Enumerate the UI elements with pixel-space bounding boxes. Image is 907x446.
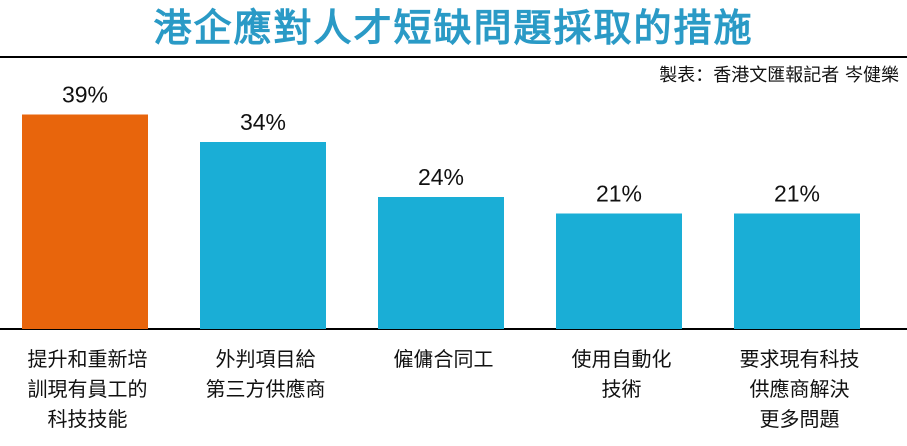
credit-line: 製表：香港文匯報記者 岑健樂 [659, 65, 899, 86]
category-label: 使用自動化 技術 [571, 347, 672, 401]
category-label: 僱傭合同工 [393, 347, 494, 371]
bar [22, 114, 148, 329]
category-label: 提升和重新培 訓現有員工的 科技技能 [27, 347, 148, 431]
bar-value-label: 34% [240, 109, 286, 135]
bar [556, 213, 682, 329]
category-label: 外判項目給 第三方供應商 [205, 347, 326, 401]
bar-value-label: 24% [418, 164, 464, 190]
bar [378, 197, 504, 329]
category-label: 要求現有科技 供應商解決 更多問題 [739, 347, 860, 431]
bar-value-label: 39% [62, 82, 108, 108]
bar [734, 213, 860, 329]
bar-value-label: 21% [774, 181, 820, 207]
title-divider [0, 56, 907, 58]
bar [200, 142, 326, 329]
bar-value-label: 21% [596, 181, 642, 207]
chart-title: 港企應對人才短缺問題採取的措施 [153, 6, 754, 50]
